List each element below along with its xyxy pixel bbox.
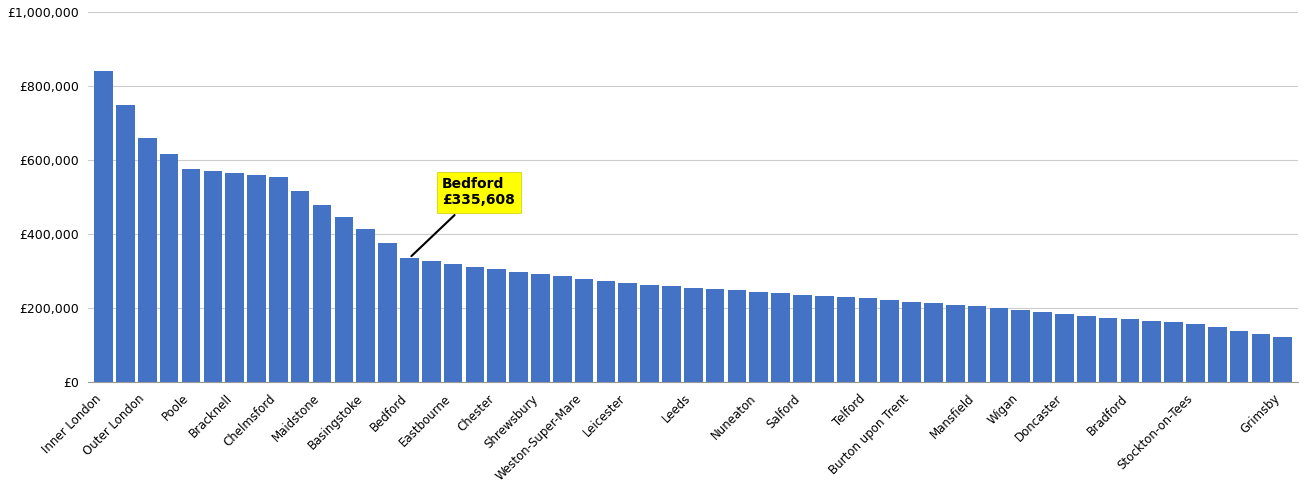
Bar [619, 283, 637, 382]
Bar [116, 104, 134, 382]
Bar [444, 264, 462, 382]
Bar [138, 138, 157, 382]
Bar [902, 302, 921, 382]
Bar [771, 293, 790, 382]
Bar [1208, 327, 1227, 382]
Bar [814, 295, 834, 382]
Bar [1251, 334, 1270, 382]
Bar [204, 171, 222, 382]
Bar [247, 175, 266, 382]
Bar [728, 291, 746, 382]
Bar [1142, 321, 1161, 382]
Bar [356, 229, 375, 382]
Bar [641, 285, 659, 382]
Bar [181, 170, 201, 382]
Bar [313, 204, 331, 382]
Bar [989, 308, 1009, 382]
Bar [793, 294, 812, 382]
Bar [881, 300, 899, 382]
Bar [466, 267, 484, 382]
Bar [531, 274, 549, 382]
Bar [706, 289, 724, 382]
Bar [924, 303, 942, 382]
Bar [291, 191, 309, 382]
Bar [553, 276, 572, 382]
Bar [378, 244, 397, 382]
Bar [488, 270, 506, 382]
Bar [401, 258, 419, 382]
Bar [1099, 318, 1117, 382]
Bar [422, 261, 441, 382]
Bar [161, 154, 179, 382]
Bar [968, 306, 987, 382]
Bar [1229, 331, 1249, 382]
Bar [574, 279, 594, 382]
Bar [1274, 337, 1292, 382]
Bar [837, 297, 855, 382]
Bar [859, 298, 877, 382]
Bar [946, 305, 964, 382]
Bar [596, 281, 615, 382]
Bar [1034, 312, 1052, 382]
Bar [662, 286, 681, 382]
Bar [1011, 310, 1030, 382]
Bar [1077, 316, 1095, 382]
Bar [94, 71, 114, 382]
Bar [269, 177, 287, 382]
Bar [509, 271, 527, 382]
Bar [1121, 319, 1139, 382]
Bar [1186, 324, 1205, 382]
Bar [749, 292, 769, 382]
Bar [334, 217, 354, 382]
Bar [1164, 322, 1182, 382]
Bar [226, 173, 244, 382]
Text: Bedford
£335,608: Bedford £335,608 [411, 177, 515, 256]
Bar [684, 288, 702, 382]
Bar [1056, 314, 1074, 382]
